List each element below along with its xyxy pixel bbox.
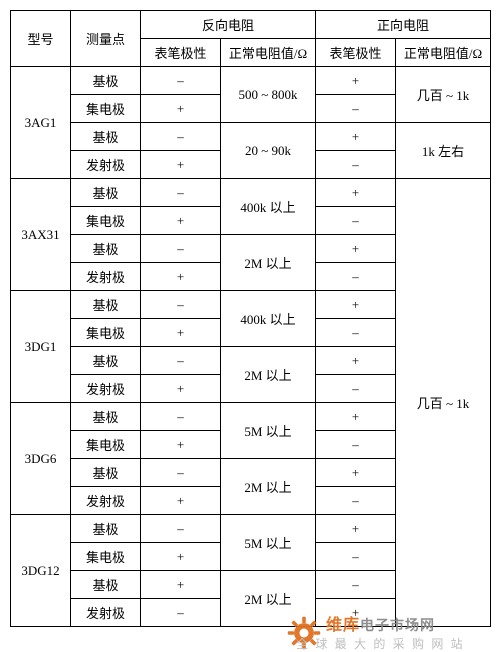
polarity-cell: + <box>141 487 221 515</box>
value-cell: 400k 以上 <box>221 291 316 347</box>
value-cell: 几百 ~ 1k <box>396 179 491 627</box>
header-reverse: 反向电阻 <box>141 11 316 39</box>
polarity-cell: + <box>316 459 396 487</box>
polarity-cell: + <box>316 67 396 95</box>
header-fwd-value: 正常电阻值/Ω <box>396 39 491 67</box>
polarity-cell: – <box>316 319 396 347</box>
polarity-cell: – <box>316 263 396 291</box>
point-cell: 基极 <box>71 67 141 95</box>
polarity-cell: + <box>316 403 396 431</box>
polarity-cell: – <box>316 151 396 179</box>
model-cell: 3AX31 <box>11 179 71 291</box>
value-cell: 2M 以上 <box>221 571 316 627</box>
point-cell: 基极 <box>71 347 141 375</box>
point-cell: 发射极 <box>71 599 141 627</box>
polarity-cell: – <box>141 599 221 627</box>
polarity-cell: – <box>316 487 396 515</box>
point-cell: 集电极 <box>71 543 141 571</box>
model-cell: 3AG1 <box>11 67 71 179</box>
polarity-cell: – <box>316 375 396 403</box>
value-cell: 5M 以上 <box>221 403 316 459</box>
point-cell: 基极 <box>71 291 141 319</box>
value-cell: 2M 以上 <box>221 347 316 403</box>
value-cell: 500 ~ 800k <box>221 67 316 123</box>
value-cell: 20 ~ 90k <box>221 123 316 179</box>
polarity-cell: + <box>316 515 396 543</box>
point-cell: 基极 <box>71 515 141 543</box>
polarity-cell: – <box>141 235 221 263</box>
value-cell: 400k 以上 <box>221 179 316 235</box>
point-cell: 集电极 <box>71 207 141 235</box>
polarity-cell: – <box>141 515 221 543</box>
header-point: 测量点 <box>71 11 141 67</box>
header-forward: 正向电阻 <box>316 11 491 39</box>
polarity-cell: – <box>316 431 396 459</box>
point-cell: 基极 <box>71 123 141 151</box>
polarity-cell: – <box>141 291 221 319</box>
point-cell: 基极 <box>71 403 141 431</box>
header-rev-polarity: 表笔极性 <box>141 39 221 67</box>
point-cell: 集电极 <box>71 431 141 459</box>
polarity-cell: + <box>316 235 396 263</box>
point-cell: 基极 <box>71 459 141 487</box>
polarity-cell: – <box>141 179 221 207</box>
polarity-cell: – <box>141 459 221 487</box>
point-cell: 发射极 <box>71 487 141 515</box>
watermark-tagline: 全 球 最 大 的 采 购 网 站 <box>296 635 465 652</box>
point-cell: 基极 <box>71 179 141 207</box>
polarity-cell: – <box>141 347 221 375</box>
point-cell: 集电极 <box>71 95 141 123</box>
point-cell: 基极 <box>71 571 141 599</box>
polarity-cell: + <box>141 571 221 599</box>
point-cell: 发射极 <box>71 375 141 403</box>
polarity-cell: + <box>316 123 396 151</box>
polarity-cell: – <box>141 403 221 431</box>
header-fwd-polarity: 表笔极性 <box>316 39 396 67</box>
point-cell: 发射极 <box>71 263 141 291</box>
polarity-cell: + <box>141 543 221 571</box>
polarity-cell: – <box>141 123 221 151</box>
value-cell: 2M 以上 <box>221 235 316 291</box>
polarity-cell: + <box>316 179 396 207</box>
value-cell: 几百 ~ 1k <box>396 67 491 123</box>
polarity-cell: – <box>141 67 221 95</box>
resistance-table: 型号 测量点 反向电阻 正向电阻 表笔极性 正常电阻值/Ω 表笔极性 正常电阻值… <box>10 10 491 627</box>
header-model: 型号 <box>11 11 71 67</box>
point-cell: 基极 <box>71 235 141 263</box>
model-cell: 3DG1 <box>11 291 71 403</box>
polarity-cell: – <box>316 571 396 599</box>
polarity-cell: + <box>141 263 221 291</box>
model-cell: 3DG12 <box>11 515 71 627</box>
polarity-cell: + <box>141 431 221 459</box>
value-cell: 5M 以上 <box>221 515 316 571</box>
point-cell: 发射极 <box>71 151 141 179</box>
value-cell: 2M 以上 <box>221 459 316 515</box>
polarity-cell: + <box>316 347 396 375</box>
point-cell: 集电极 <box>71 319 141 347</box>
polarity-cell: – <box>316 207 396 235</box>
polarity-cell: – <box>316 95 396 123</box>
value-cell: 1k 左右 <box>396 123 491 179</box>
polarity-cell: + <box>141 207 221 235</box>
polarity-cell: + <box>141 375 221 403</box>
header-rev-value: 正常电阻值/Ω <box>221 39 316 67</box>
polarity-cell: + <box>141 95 221 123</box>
polarity-cell: + <box>141 151 221 179</box>
model-cell: 3DG6 <box>11 403 71 515</box>
polarity-cell: – <box>316 543 396 571</box>
polarity-cell: + <box>316 291 396 319</box>
polarity-cell: + <box>316 599 396 627</box>
polarity-cell: + <box>141 319 221 347</box>
